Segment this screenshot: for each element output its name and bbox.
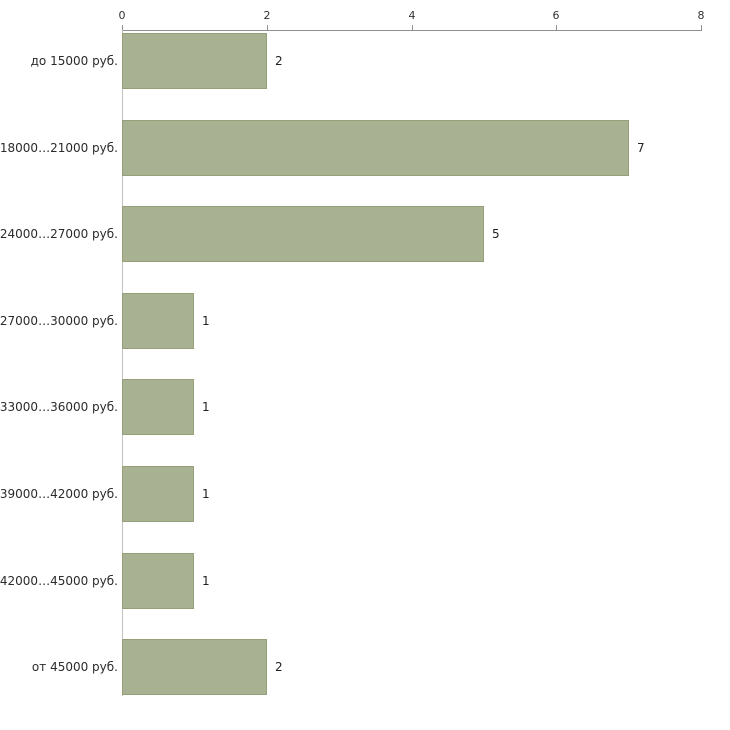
bar (122, 33, 267, 89)
bar (122, 466, 194, 522)
category-label: 27000…30000 руб. (0, 314, 118, 328)
category-label: от 45000 руб. (31, 660, 118, 674)
value-label: 1 (202, 314, 210, 328)
x-tick-mark (556, 25, 557, 30)
category-label: 18000…21000 руб. (0, 141, 118, 155)
category-label: 24000…27000 руб. (0, 227, 118, 241)
bar (122, 293, 194, 349)
x-tick-mark (122, 25, 123, 30)
x-tick-label: 4 (408, 9, 416, 22)
category-label: 42000…45000 руб. (0, 574, 118, 588)
value-label: 2 (275, 660, 283, 674)
value-label: 5 (492, 227, 500, 241)
value-label: 1 (202, 487, 210, 501)
bar (122, 379, 194, 435)
bar (122, 553, 194, 609)
x-axis-line (122, 30, 702, 31)
value-label: 2 (275, 54, 283, 68)
x-tick-label: 8 (697, 9, 705, 22)
value-label: 1 (202, 574, 210, 588)
x-tick-mark (412, 25, 413, 30)
value-label: 1 (202, 400, 210, 414)
x-tick-label: 2 (263, 9, 271, 22)
bar (122, 206, 484, 262)
x-tick-label: 0 (118, 9, 126, 22)
x-tick-mark (701, 25, 702, 30)
x-tick-mark (267, 25, 268, 30)
bar (122, 639, 267, 695)
y-axis-line (122, 30, 123, 696)
category-label: 39000…42000 руб. (0, 487, 118, 501)
value-label: 7 (637, 141, 645, 155)
x-tick-label: 6 (552, 9, 560, 22)
category-label: 33000…36000 руб. (0, 400, 118, 414)
category-label: до 15000 руб. (30, 54, 118, 68)
bars-container: до 15000 руб. 2 18000…21000 руб. 7 24000…270… (0, 30, 730, 730)
bar (122, 120, 629, 176)
